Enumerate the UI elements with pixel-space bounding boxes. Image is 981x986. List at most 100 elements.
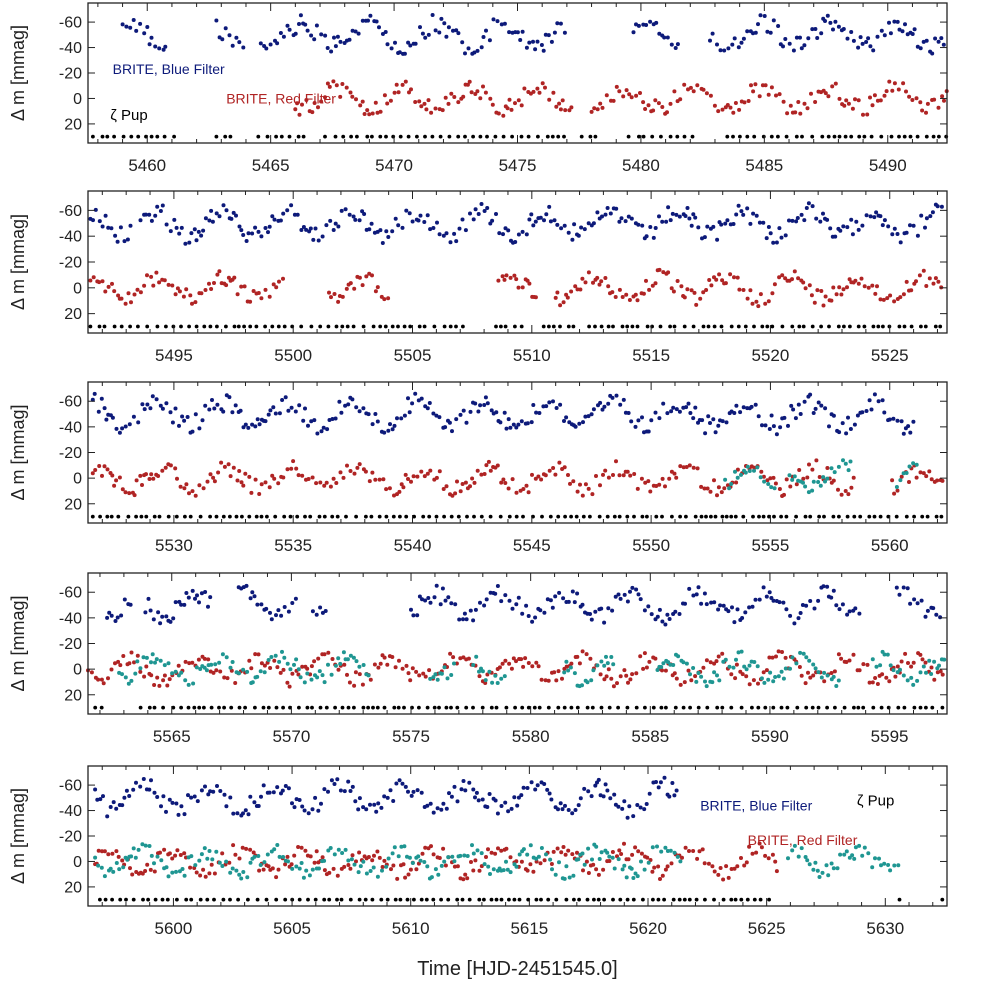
data-point-red-p3: [411, 474, 416, 479]
data-point-marks-p5: [175, 897, 179, 902]
data-point-blue-p2: [471, 217, 476, 222]
data-point-blue-p1: [819, 31, 824, 36]
data-point-marks-p2: [719, 324, 724, 329]
data-point-teal-p4: [704, 684, 709, 689]
data-point-marks-p4: [705, 705, 710, 710]
data-point-blue-p1: [487, 38, 492, 43]
data-point-marks-p2: [790, 324, 795, 329]
data-point-red-p2: [698, 296, 703, 301]
data-point-red-p3: [918, 470, 923, 475]
data-point-red-p1: [338, 94, 343, 99]
data-point-blue-p5: [419, 790, 424, 795]
data-point-blue-p3: [700, 418, 705, 423]
data-point-red-p2: [162, 278, 167, 283]
data-point-blue-p1: [223, 26, 228, 31]
data-point-blue-p3: [301, 418, 306, 423]
data-point-red-p4: [400, 666, 405, 671]
data-point-red-p1: [354, 97, 358, 102]
data-point-teal-p5: [182, 873, 187, 878]
data-point-red-p5: [742, 863, 747, 868]
data-point-marks-p2: [318, 324, 323, 329]
data-point-teal-p5: [220, 864, 225, 868]
data-point-marks-p3: [364, 514, 368, 519]
data-point-red-p2: [564, 292, 569, 297]
data-point-blue-p2: [479, 202, 484, 206]
data-point-teal-p5: [177, 869, 182, 874]
data-point-blue-p1: [791, 48, 796, 53]
data-point-blue-p1: [930, 51, 935, 56]
data-point-red-p5: [473, 858, 478, 863]
data-point-teal-p4: [141, 655, 146, 660]
data-point-red-p2: [555, 290, 560, 295]
data-point-marks-p3: [733, 514, 738, 519]
data-point-blue-p3: [410, 401, 415, 406]
data-point-teal-p5: [102, 874, 107, 879]
data-point-teal-p5: [616, 857, 621, 862]
data-point-blue-p5: [297, 798, 302, 802]
data-point-red-p1: [875, 98, 880, 103]
data-point-teal-p5: [576, 857, 581, 862]
data-point-marks-p4: [625, 705, 630, 710]
data-point-marks-p2: [242, 324, 247, 329]
data-point-red-p1: [872, 93, 877, 98]
data-point-marks-p3: [872, 514, 877, 519]
data-point-teal-p3: [758, 475, 763, 480]
data-point-blue-p2: [872, 215, 877, 220]
data-point-red-p3: [771, 475, 776, 480]
x-tick-label: 5600: [155, 919, 193, 938]
data-point-red-p4: [142, 674, 147, 679]
data-point-marks-p1: [274, 134, 278, 139]
data-point-blue-p1: [402, 51, 407, 56]
data-point-teal-p5: [635, 874, 640, 879]
data-point-red-p3: [907, 480, 911, 484]
data-point-red-p4: [611, 684, 616, 689]
data-point-marks-p1: [349, 134, 353, 139]
data-point-red-p2: [263, 287, 268, 292]
data-point-red-p4: [461, 655, 466, 660]
data-point-blue-p2: [203, 216, 208, 221]
data-point-blue-p2: [384, 229, 389, 234]
data-point-blue-p2: [386, 235, 391, 239]
data-point-teal-p4: [794, 661, 799, 666]
data-point-red-p2: [382, 297, 387, 302]
data-point-blue-p2: [339, 208, 344, 213]
data-point-marks-p2: [454, 324, 458, 329]
data-point-blue-p1: [520, 29, 525, 34]
data-point-blue-p1: [765, 29, 770, 34]
data-point-blue-p3: [392, 423, 397, 428]
data-point-red-p3: [557, 460, 562, 465]
data-point-marks-p1: [510, 134, 514, 139]
data-point-teal-p4: [602, 663, 607, 668]
data-point-blue-p3: [537, 411, 542, 415]
data-point-blue-p4: [616, 592, 621, 597]
data-point-marks-p5: [721, 897, 726, 902]
data-point-blue-p4: [524, 603, 529, 608]
data-point-blue-p4: [499, 599, 504, 604]
data-point-red-p5: [270, 866, 275, 871]
data-point-red-p4: [865, 662, 870, 667]
data-point-blue-p3: [724, 420, 729, 425]
data-point-red-p3: [533, 476, 538, 481]
data-point-marks-p3: [208, 514, 213, 519]
data-point-blue-p2: [118, 225, 123, 230]
data-point-teal-p5: [425, 864, 430, 869]
data-point-red-p4: [764, 668, 769, 673]
data-point-blue-p5: [261, 783, 266, 788]
data-point-red-p4: [543, 678, 548, 683]
data-point-teal-p4: [123, 675, 128, 680]
data-point-red-p3: [156, 474, 161, 478]
data-point-red-p2: [856, 281, 861, 286]
data-point-teal-p4: [723, 657, 728, 662]
data-point-red-p3: [684, 465, 689, 469]
data-point-blue-p5: [179, 804, 184, 809]
data-point-red-p2: [106, 284, 111, 289]
data-point-red-p2: [717, 272, 722, 277]
data-point-red-p3: [249, 490, 254, 495]
data-point-blue-p4: [548, 598, 553, 603]
data-point-red-p1: [488, 96, 493, 101]
data-point-teal-p4: [149, 660, 153, 665]
data-point-red-p3: [836, 487, 840, 492]
data-point-red-p1: [557, 101, 562, 106]
data-point-marks-p2: [712, 324, 717, 329]
